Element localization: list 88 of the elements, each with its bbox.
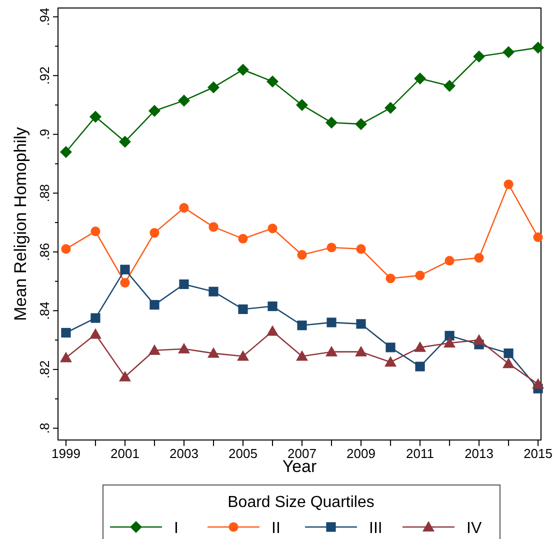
point: [208, 222, 218, 232]
x-tick-label: 2001: [110, 446, 140, 461]
point: [414, 72, 426, 85]
point: [120, 264, 130, 274]
x-tick-label: 2011: [406, 446, 434, 461]
point: [296, 98, 308, 111]
point: [296, 350, 308, 361]
point: [90, 226, 100, 236]
point: [473, 50, 486, 62]
point: [415, 362, 425, 372]
point: [268, 301, 278, 312]
point: [268, 224, 278, 234]
point: [61, 328, 71, 338]
point: [384, 102, 397, 114]
point: [532, 378, 544, 389]
y-tick-label: .84: [37, 302, 52, 320]
y-tick-label: .86: [37, 242, 52, 261]
point: [120, 278, 130, 288]
point: [238, 304, 248, 314]
point: [533, 232, 543, 242]
point: [473, 334, 486, 345]
legend-title: Board Size Quartiles: [228, 494, 374, 511]
point: [356, 319, 366, 329]
point: [356, 244, 366, 254]
x-tick-label: 2013: [464, 446, 494, 461]
point: [90, 313, 100, 323]
point: [502, 358, 515, 368]
point: [532, 42, 544, 54]
x-tick-label: 2015: [524, 446, 553, 461]
point: [326, 116, 338, 129]
point: [386, 342, 396, 352]
legend-label: I: [174, 520, 178, 537]
point: [238, 234, 248, 244]
y-tick-label: .9: [37, 128, 52, 140]
y-tick-label: .92: [37, 66, 52, 85]
point: [444, 337, 456, 348]
y-tick-label: .82: [37, 360, 52, 379]
y-tick-label: .88: [37, 184, 52, 202]
point: [326, 242, 336, 252]
point: [118, 370, 131, 382]
point: [386, 274, 396, 284]
legend-label: IV: [466, 520, 482, 537]
legend-label: III: [369, 520, 382, 537]
point: [178, 342, 190, 354]
point: [297, 320, 307, 330]
point: [89, 110, 102, 123]
point: [504, 348, 514, 358]
point: [179, 203, 189, 213]
point: [474, 252, 484, 263]
point: [237, 350, 249, 361]
point: [61, 244, 71, 254]
point: [266, 75, 279, 88]
point: [414, 341, 426, 352]
point: [355, 118, 368, 130]
point: [89, 328, 102, 339]
point: [148, 344, 160, 355]
point: [237, 64, 249, 76]
point: [60, 352, 72, 362]
point: [504, 180, 514, 190]
point: [444, 330, 454, 340]
point: [444, 80, 456, 92]
y-axis-title: Mean Religion Homophily: [11, 126, 30, 321]
point: [150, 300, 160, 310]
point: [355, 346, 368, 356]
y-tick-label: .94: [37, 8, 52, 26]
point: [326, 346, 338, 356]
point: [444, 256, 454, 266]
point: [179, 279, 189, 290]
legend-label: II: [272, 520, 280, 537]
point: [118, 136, 131, 148]
x-tick-label: 2005: [228, 446, 258, 461]
point: [150, 228, 160, 238]
x-tick-label: 2009: [346, 446, 376, 461]
x-tick-label: 1999: [52, 446, 80, 461]
point: [207, 347, 220, 358]
point: [178, 94, 190, 107]
point: [326, 318, 336, 328]
point: [148, 104, 160, 117]
point: [297, 250, 307, 260]
point: [266, 325, 279, 336]
y-tick-label: .8: [37, 422, 52, 434]
point: [384, 356, 397, 367]
point: [60, 146, 72, 158]
point: [415, 270, 425, 280]
point: [208, 286, 218, 296]
point: [502, 46, 515, 58]
x-tick-label: 2003: [170, 446, 198, 461]
point: [207, 81, 220, 94]
